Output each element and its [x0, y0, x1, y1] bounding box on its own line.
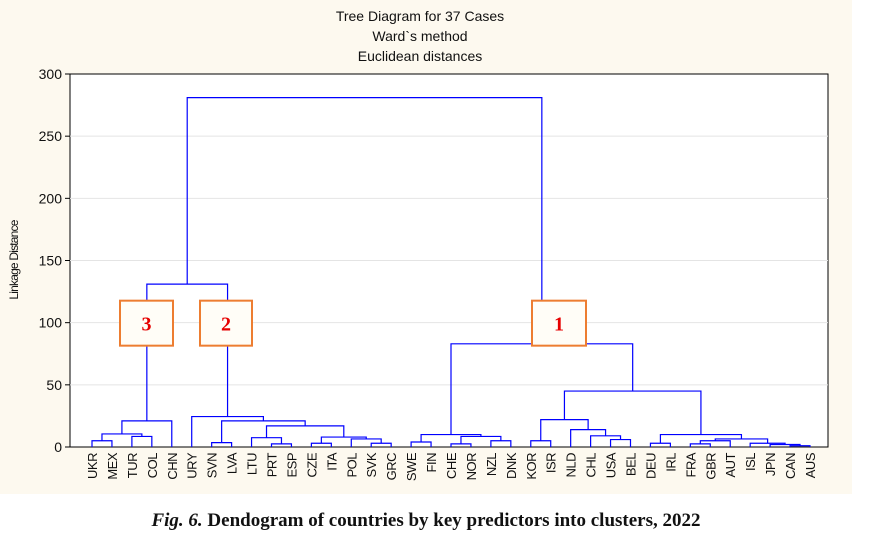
leaf-label: NLD [564, 453, 579, 478]
leaf-label: CHE [444, 452, 459, 479]
leaf-label: ISR [544, 453, 559, 473]
dendrogram-link [540, 419, 589, 441]
leaf-label: CZE [304, 452, 319, 477]
dendrogram-link [410, 441, 432, 447]
leaf-label: PRT [265, 452, 280, 477]
y-tick-label: 150 [39, 253, 63, 269]
dendrogram-link [186, 97, 543, 344]
leaf-label: COL [145, 453, 160, 479]
dendrogram-link [789, 445, 811, 447]
leaf-label: ISL [743, 453, 758, 471]
y-tick-label: 250 [39, 128, 63, 144]
cluster-box [119, 299, 174, 347]
leaf-label: AUS [803, 452, 818, 478]
leaf-label: SWE [404, 452, 419, 481]
dendrogram-link [460, 435, 502, 444]
leaf-label: IRL [663, 453, 678, 472]
leaf-label: JPN [763, 453, 778, 476]
y-tick-label: 100 [39, 315, 63, 331]
leaf-label: SVK [364, 452, 379, 477]
leaf-label: LVA [225, 452, 240, 474]
leaf-label: GBR [703, 453, 718, 480]
y-tick-label: 300 [39, 66, 63, 82]
leaf-label: MEX [105, 452, 120, 480]
dendrogram-link [689, 443, 711, 447]
leaf-label: DEU [643, 453, 658, 479]
cluster-box [531, 299, 587, 347]
leaf-label: AUT [723, 452, 738, 477]
leaf-label: USA [604, 452, 619, 478]
leaf-label: CHN [165, 453, 180, 480]
leaf-label: CHL [584, 453, 599, 478]
leaf-label: BEL [624, 453, 639, 476]
leaf-label: NOR [464, 453, 479, 481]
cluster-label: 1 [554, 314, 564, 336]
figure-caption: Fig. 6. Dendogram of countries by key pr… [0, 510, 852, 532]
dendrogram-link [420, 433, 482, 443]
cluster-box [199, 299, 253, 347]
leaf-label: CAN [783, 453, 798, 479]
chart-title: Tree Diagram for 37 Cases [336, 8, 504, 24]
y-axis-label: Linkage Distance [7, 219, 21, 299]
leaf-label: ITA [324, 452, 339, 471]
leaf-label: UKR [85, 453, 100, 479]
dendrogram-link [131, 435, 153, 447]
y-tick-label: 200 [39, 190, 63, 206]
leaf-label: KOR [524, 453, 539, 480]
leaf-label: NZL [484, 453, 499, 476]
leaf-label: LTU [245, 453, 260, 475]
leaf-label: URY [185, 452, 200, 479]
y-tick-label: 0 [54, 439, 62, 455]
dendrogram-link [450, 443, 472, 447]
leaf-label: GRC [384, 453, 399, 481]
caption-text: Dendogram of countries by key predictors… [202, 510, 701, 531]
leaf-label: FIN [424, 453, 439, 473]
chart-subtitle-distance: Euclidean distances [358, 48, 483, 64]
leaf-label: DNK [504, 452, 519, 479]
leaf-label: POL [344, 453, 359, 478]
cluster-label: 3 [142, 314, 152, 336]
dendrogram-link [270, 443, 293, 447]
dendrogram-link [659, 433, 743, 444]
y-tick-label: 50 [46, 377, 62, 393]
cluster-label: 2 [221, 314, 231, 336]
chart-subtitle-method: Ward`s method [372, 28, 467, 44]
leaf-label: FRA [683, 452, 698, 477]
leaf-label: ESP [284, 453, 299, 478]
leaf-label: TUR [125, 453, 140, 478]
leaf-label: SVN [205, 453, 220, 478]
caption-prefix: Fig. 6. [151, 510, 203, 531]
